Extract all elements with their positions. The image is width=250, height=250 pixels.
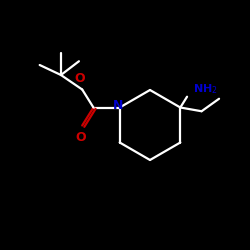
Text: O: O — [74, 72, 85, 85]
Text: N: N — [113, 99, 124, 112]
Text: O: O — [75, 131, 86, 144]
Text: NH$_2$: NH$_2$ — [193, 82, 218, 96]
